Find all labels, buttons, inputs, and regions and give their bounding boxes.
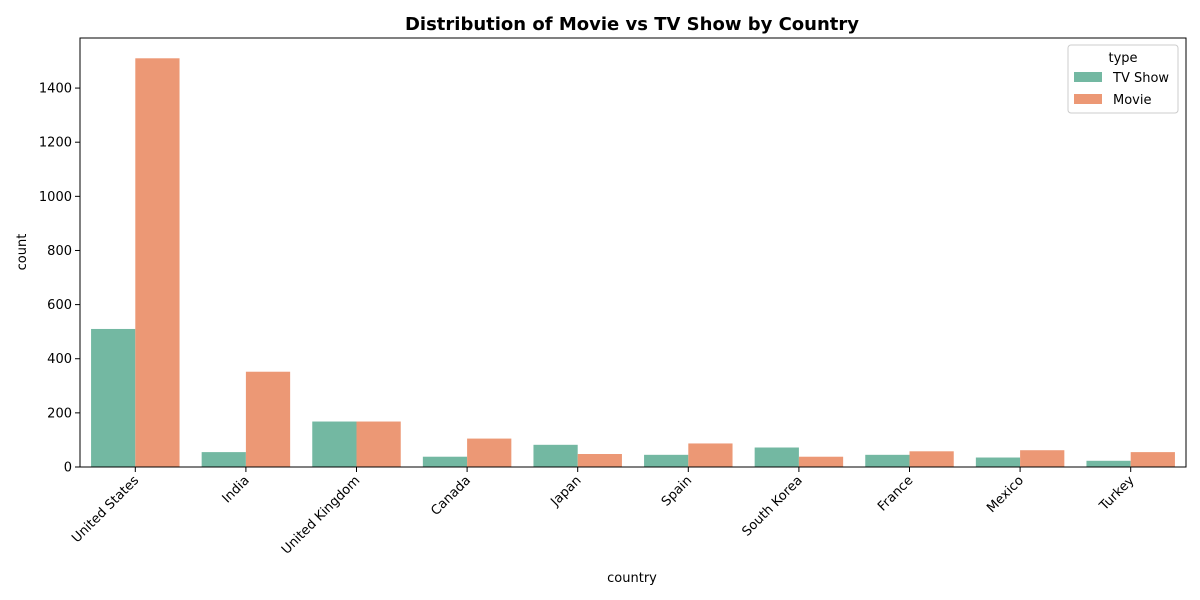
y-tick-label: 1000 — [39, 190, 72, 205]
plot-frame — [79, 37, 1187, 468]
legend: type TV Show Movie — [1067, 44, 1179, 114]
bar-tv-show-south-korea — [754, 447, 799, 467]
bar-movie-spain — [688, 443, 733, 467]
x-tick-label-mexico: Mexico — [984, 473, 1027, 516]
x-tick-label-canada: Canada — [428, 473, 474, 519]
y-tick-label: 1400 — [39, 82, 72, 97]
x-tick-label-japan: Japan — [548, 473, 585, 510]
x-axis: United States India United Kingdom Canada Ja… — [69, 467, 1138, 558]
bar-movie-united-states — [135, 58, 180, 467]
bars-group — [91, 58, 1175, 467]
bar-tv-show-japan — [533, 444, 578, 467]
bar-tv-show-spain — [644, 454, 689, 467]
x-tick-label-south-korea: South Korea — [739, 473, 805, 539]
bar-movie-india — [245, 371, 291, 467]
bar-tv-show-mexico — [975, 457, 1021, 467]
bar-movie-south-korea — [798, 456, 844, 467]
x-tick-label-france: France — [875, 473, 916, 514]
bar-movie-united-kingdom — [356, 421, 401, 467]
bar-movie-france — [909, 451, 954, 467]
bar-movie-japan — [577, 454, 622, 467]
bar-tv-show-canada — [422, 456, 468, 467]
legend-swatch-tv-show — [1074, 72, 1102, 82]
y-tick-label: 1200 — [39, 136, 72, 151]
legend-label-movie: Movie — [1113, 93, 1151, 108]
y-axis-label: count — [15, 234, 30, 271]
legend-label-tv-show: TV Show — [1112, 71, 1169, 86]
y-axis: 0 200 400 600 800 1000 1200 1400 — [39, 82, 80, 476]
bar-tv-show-united-states — [91, 328, 136, 467]
y-tick-label: 800 — [47, 244, 72, 259]
bar-movie-mexico — [1020, 450, 1065, 467]
bar-tv-show-france — [865, 454, 910, 467]
y-tick-label: 200 — [47, 406, 72, 421]
x-tick-label-india: India — [220, 473, 253, 506]
x-tick-label-united-kingdom: United Kingdom — [279, 473, 363, 557]
bar-movie-turkey — [1130, 452, 1175, 467]
y-tick-label: 400 — [47, 352, 72, 367]
bar-tv-show-india — [201, 452, 246, 467]
bar-tv-show-turkey — [1086, 460, 1131, 467]
x-axis-label: country — [607, 571, 657, 586]
y-tick-label: 0 — [64, 461, 72, 476]
legend-swatch-movie — [1074, 94, 1102, 104]
x-tick-label-united-states: United States — [69, 473, 142, 546]
bar-movie-canada — [467, 438, 512, 467]
x-tick-label-turkey: Turkey — [1096, 473, 1137, 514]
x-tick-label-spain: Spain — [659, 473, 695, 509]
chart-title: Distribution of Movie vs TV Show by Coun… — [405, 14, 859, 35]
y-tick-label: 600 — [47, 298, 72, 313]
legend-title: type — [1108, 51, 1137, 66]
bar-tv-show-united-kingdom — [312, 421, 357, 467]
